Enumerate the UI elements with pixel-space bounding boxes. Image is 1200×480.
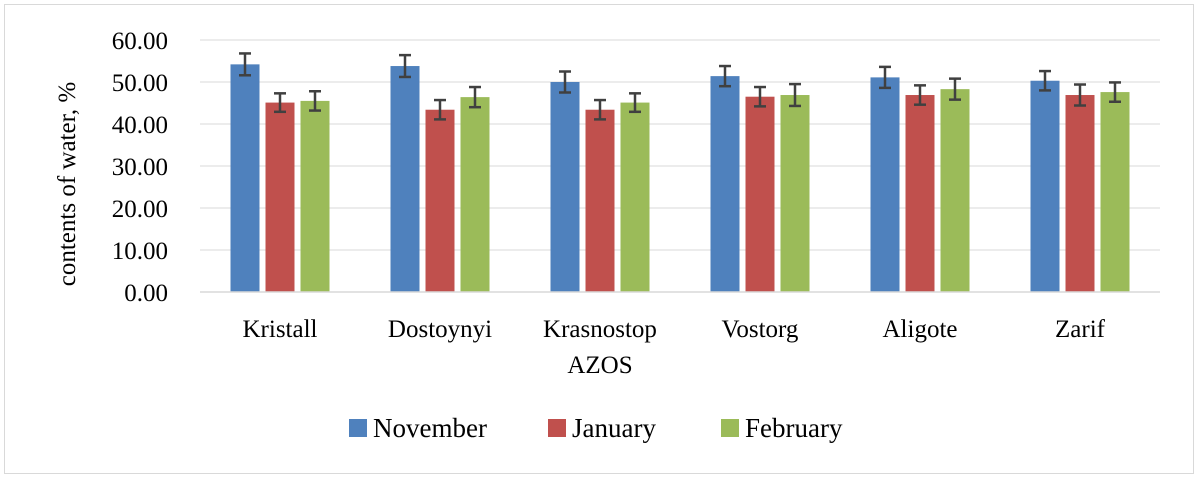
y-axis-label: contents of water, % xyxy=(54,82,81,286)
bar xyxy=(940,89,970,292)
bar xyxy=(300,100,330,293)
y-tick-label: 20.00 xyxy=(112,196,168,223)
bar xyxy=(265,102,295,292)
bar xyxy=(230,64,260,292)
y-tick-label: 50.00 xyxy=(112,70,168,97)
bar xyxy=(870,77,900,292)
x-axis: Kristall Dostoynyi Krasnostop AZOS Vostorg Al… xyxy=(200,291,1160,379)
legend-swatch xyxy=(721,419,739,437)
y-tick-label: 30.00 xyxy=(112,154,168,181)
gridlines xyxy=(200,39,1160,293)
error-bars xyxy=(239,52,1121,121)
legend: November January February xyxy=(349,413,843,443)
legend-label: February xyxy=(745,413,843,443)
bar xyxy=(780,95,810,293)
category-label: Zarif xyxy=(1055,316,1106,343)
bar xyxy=(710,76,740,293)
category-label: Aligote xyxy=(883,316,958,343)
y-axis: 0.00 10.00 20.00 30.00 40.00 50.00 60.00 xyxy=(112,28,168,307)
y-tick-label: 40.00 xyxy=(112,112,168,139)
bar xyxy=(620,102,650,292)
bar xyxy=(390,66,420,292)
category-label: Vostorg xyxy=(722,316,799,343)
bars xyxy=(230,64,1130,293)
bar xyxy=(1100,92,1130,292)
legend-swatch xyxy=(349,419,367,437)
category-label: AZOS xyxy=(567,352,632,379)
y-tick-label: 0.00 xyxy=(124,280,168,307)
bar xyxy=(460,97,490,293)
category-label: Krasnostop xyxy=(543,316,657,343)
bar xyxy=(425,109,455,292)
bar xyxy=(1030,80,1060,293)
bar xyxy=(745,96,775,292)
bar xyxy=(550,82,580,292)
bar xyxy=(905,95,935,293)
bar xyxy=(1065,95,1095,293)
category-label: Dostoynyi xyxy=(388,316,492,343)
y-tick-label: 60.00 xyxy=(112,28,168,55)
category-label: Kristall xyxy=(243,316,318,343)
bar xyxy=(585,109,615,292)
legend-label: January xyxy=(572,413,656,443)
legend-label: November xyxy=(373,413,487,443)
y-tick-label: 10.00 xyxy=(112,238,168,265)
legend-swatch xyxy=(548,419,566,437)
